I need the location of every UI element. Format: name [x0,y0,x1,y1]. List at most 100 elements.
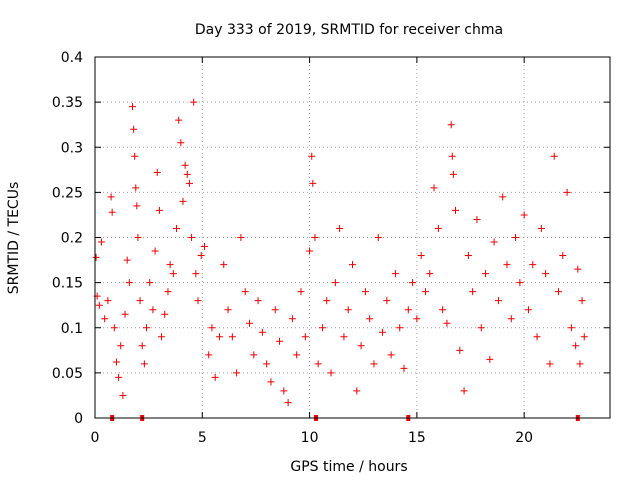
x-tick-label: 20 [515,430,533,446]
data-point [507,315,515,323]
data-point [477,324,485,332]
data-point [331,279,339,287]
data-point [115,373,123,381]
data-point [374,234,382,241]
data-point [499,193,507,201]
data-point [542,270,550,278]
x-tick-label: 15 [408,430,426,446]
axis-ticks: 0 5 10 15 20 0 0.05 0.1 0.15 0.2 0.25 0.3 0.35 0.4 [52,50,610,446]
data-point [473,215,481,223]
data-point [301,333,309,341]
data-point [314,360,322,368]
x-tick-label: 5 [198,430,207,446]
data-point [132,184,140,192]
data-point [580,333,588,341]
data-point [524,306,532,314]
data-point [546,360,554,368]
data-point [379,328,387,336]
data-point [494,297,502,305]
data-point [241,288,249,296]
data-point [391,270,399,278]
x-axis-label: GPS time / hours [290,459,407,475]
data-point [529,261,537,269]
data-point [188,234,196,241]
data-point [323,297,331,305]
data-point [267,378,275,386]
data-point [366,315,374,323]
data-point [166,261,174,269]
x-tick-label: 10 [301,430,319,446]
data-point [173,224,181,232]
data-point [133,202,141,210]
data-point [119,391,127,399]
data-point [353,387,361,395]
data-point [123,256,131,264]
data-point [327,369,335,377]
data-point [576,360,584,368]
data-point [434,224,442,232]
data-point [308,152,316,160]
data-point [149,306,157,314]
data-point [448,152,456,160]
data-point [228,333,236,341]
data-point [164,288,172,296]
data-point [516,279,524,287]
data-point [370,360,378,368]
data-point [309,179,317,187]
data-point [220,261,228,269]
data-point [258,328,266,336]
data-point [430,184,438,192]
data-point [464,252,472,260]
grid-lines [95,57,610,418]
data-point [125,279,133,287]
data-point [194,297,202,305]
data-point [344,306,352,314]
data-point [469,288,477,296]
data-point [169,270,177,278]
data-point [426,270,434,278]
data-point [396,324,404,332]
data-point [550,152,558,160]
data-point [131,152,139,160]
data-point [205,351,213,359]
data-point [151,247,159,255]
data-point [161,310,169,318]
data-point [340,333,348,341]
data-point [421,288,429,296]
data-point [349,261,356,269]
data-point [537,224,545,232]
data-point [297,288,305,296]
data-points [92,98,588,407]
y-tick-label: 0.3 [61,140,83,156]
data-point [572,342,580,350]
data-point [158,333,166,341]
data-point [311,234,319,241]
data-point [452,206,459,214]
data-point [237,234,245,241]
data-point [224,306,232,314]
data-point [208,324,216,332]
data-point [134,234,142,241]
x-tick-label: 0 [91,430,100,446]
data-point [503,261,511,269]
data-point [361,288,369,296]
data-point [456,346,464,354]
data-point [449,170,457,178]
data-point [197,252,205,260]
data-point [563,188,571,196]
y-tick-label: 0.25 [52,185,83,201]
data-point [447,121,455,129]
data-point [490,238,498,246]
data-point [92,253,100,261]
data-point [95,301,103,309]
data-point [443,319,451,327]
y-tick-label: 0 [74,411,83,427]
data-point [288,315,296,323]
data-point [263,360,271,368]
y-tick-label: 0.05 [52,366,83,382]
data-point [108,208,116,216]
data-point [555,288,562,296]
data-point [512,234,520,241]
